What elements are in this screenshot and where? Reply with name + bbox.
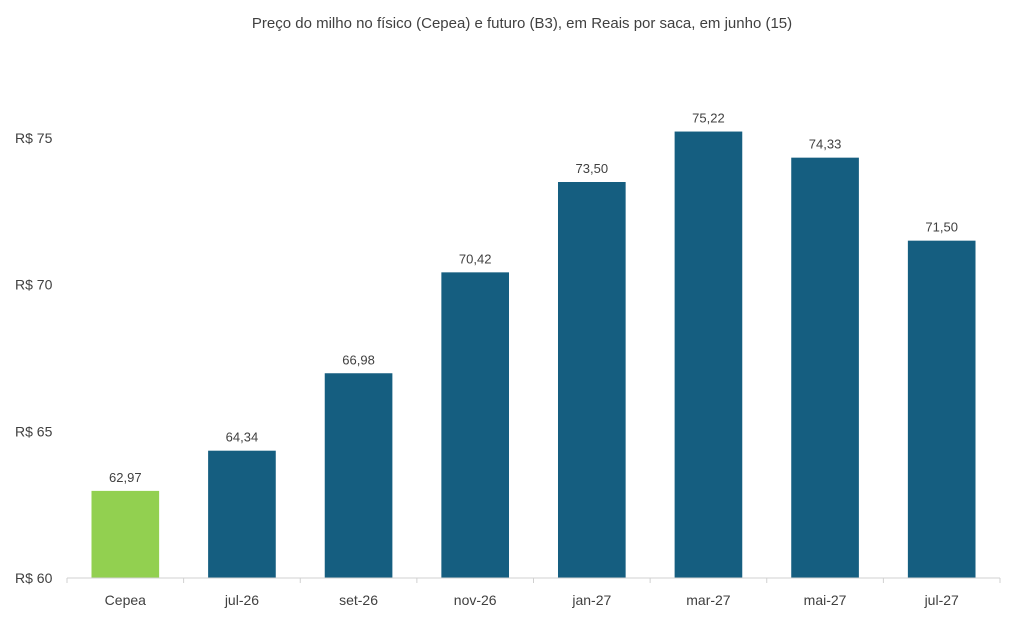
x-tick-label: Cepea (105, 592, 146, 608)
x-tick-label: mar-27 (686, 592, 731, 608)
x-axis-labels: Cepea jul-26 set-26 nov-26 jan-27 mar-27 mai-2… (105, 592, 959, 608)
x-tick-label: jul-27 (924, 592, 959, 608)
data-label: 64,34 (226, 430, 259, 445)
data-label: 74,33 (809, 137, 842, 152)
data-label: 62,97 (109, 470, 142, 485)
bar (674, 131, 743, 578)
bar (441, 272, 510, 578)
bar (324, 373, 393, 578)
data-label: 66,98 (342, 352, 375, 367)
data-label: 75,22 (692, 111, 725, 126)
x-tick-label: nov-26 (454, 592, 497, 608)
data-labels-group: 62,97 64,34 66,98 70,42 73,50 75,22 74,33 71,50 (109, 111, 958, 485)
y-tick-label: R$ 65 (15, 423, 53, 439)
x-tick-label: set-26 (339, 592, 378, 608)
data-label: 71,50 (925, 220, 958, 235)
bars-group (91, 131, 976, 579)
bar (907, 240, 976, 578)
bar (208, 450, 276, 578)
y-axis: R$ 60 R$ 65 R$ 70 R$ 75 (15, 130, 53, 586)
x-axis-ticks (66, 578, 1001, 583)
data-label: 73,50 (576, 161, 609, 176)
bar (791, 157, 859, 579)
x-tick-label: jan-27 (571, 592, 611, 608)
y-tick-label: R$ 75 (15, 130, 53, 146)
y-tick-label: R$ 60 (15, 570, 53, 586)
bar (91, 490, 160, 578)
data-label: 70,42 (459, 251, 492, 266)
bar (557, 182, 626, 578)
x-tick-label: jul-26 (224, 592, 259, 608)
x-tick-label: mai-27 (804, 592, 847, 608)
chart-title: Preço do milho no físico (Cepea) e futur… (252, 15, 792, 32)
y-tick-label: R$ 70 (15, 277, 53, 293)
